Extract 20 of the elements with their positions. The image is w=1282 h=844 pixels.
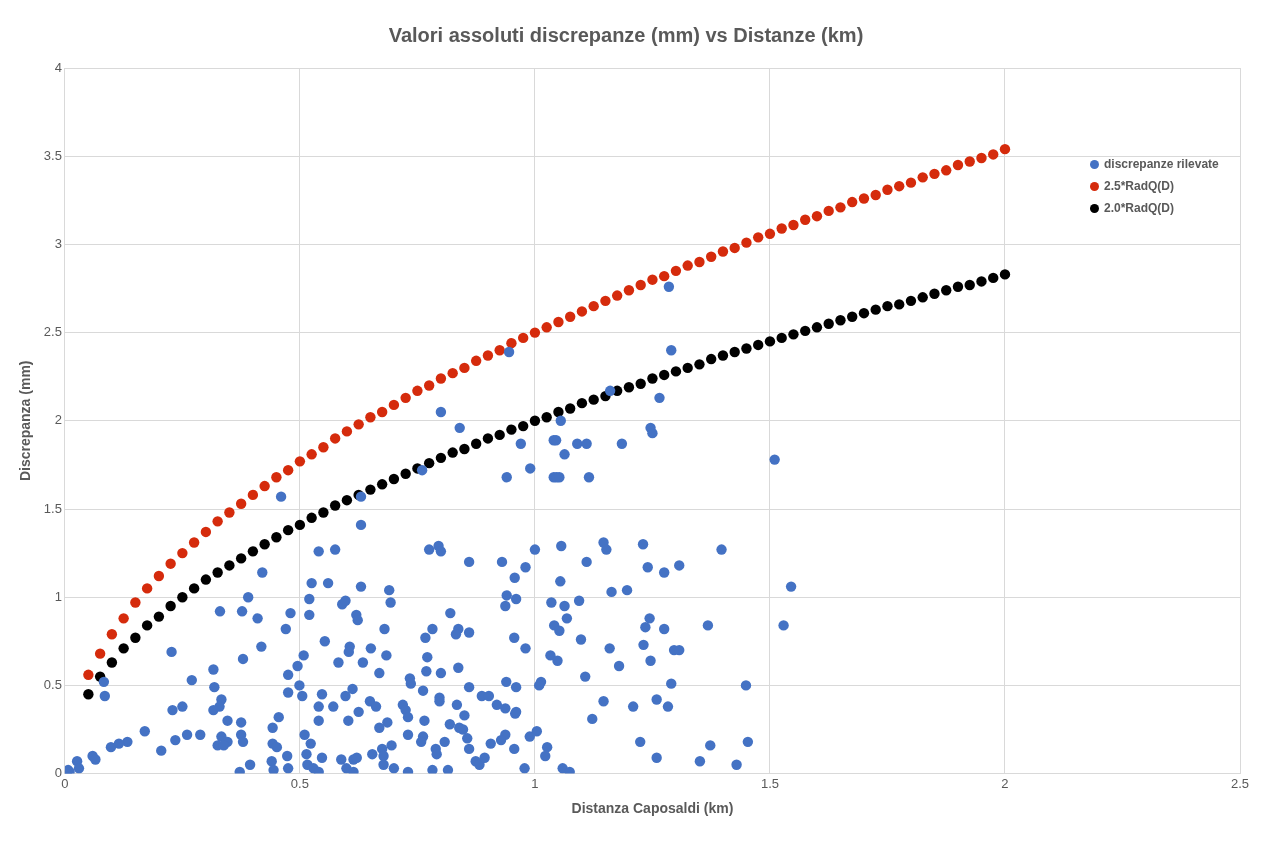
y-tick-label: 1.5 (43, 500, 62, 516)
y-tick-label: 0 (54, 765, 62, 781)
legend-label: 2.5*RadQ(D) (1104, 179, 1175, 193)
x-tick-label: 2 (1001, 775, 1009, 791)
y-tick-label: 3 (54, 235, 62, 251)
chart-title: Valori assoluti discrepanze (mm) vs Distanze (km) (388, 23, 864, 46)
y-tick-label: 2.5 (43, 324, 62, 340)
x-tick-label: 1.5 (760, 775, 779, 791)
x-tick-label: 0.5 (290, 775, 309, 791)
y-tick-label: 4 (54, 59, 62, 75)
x-tick-label: 1 (531, 775, 539, 791)
legend-label: discrepanze rilevate (1104, 157, 1219, 171)
y-tick-label: 0.5 (43, 676, 62, 692)
y-tick-label: 2 (54, 412, 62, 428)
x-axis-title: Distanza Caposaldi (km) (571, 800, 734, 817)
y-tick-label: 1 (54, 588, 62, 604)
y-tick-label: 3.5 (43, 147, 62, 163)
x-tick-label: 2.5 (1230, 775, 1250, 791)
legend-label: 2.0*RadQ(D) (1104, 201, 1175, 215)
y-axis-title: Discrepanza (mm) (17, 360, 34, 482)
